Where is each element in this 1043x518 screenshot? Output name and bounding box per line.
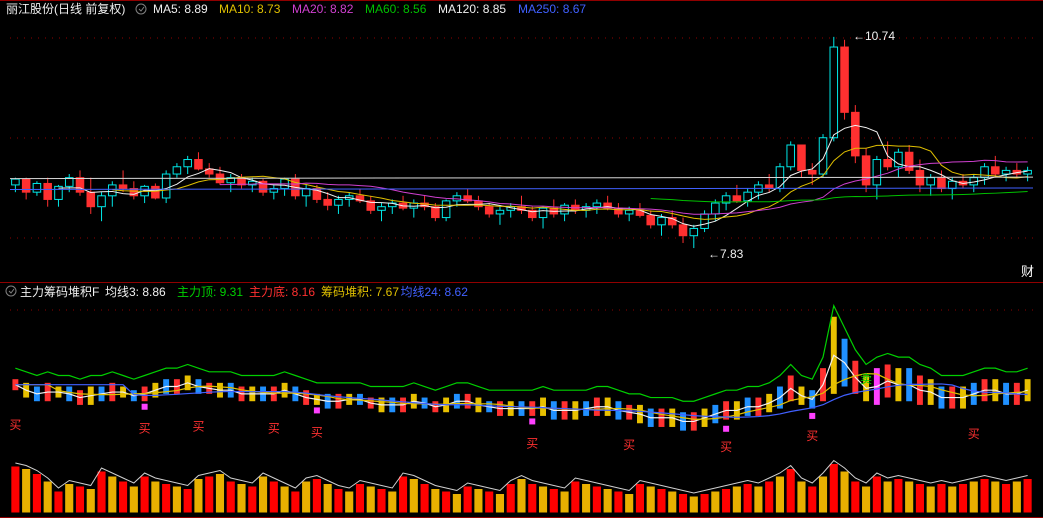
svg-text:MA5: 8.89: MA5: 8.89	[153, 2, 208, 16]
svg-text:买: 买	[526, 436, 538, 450]
svg-text:MA120: 8.85: MA120: 8.85	[438, 2, 506, 16]
svg-text:←7.83: ←7.83	[708, 247, 744, 261]
svg-text:买: 买	[623, 438, 635, 452]
svg-text:MA10: 8.73: MA10: 8.73	[219, 2, 281, 16]
svg-text:筹码堆积: 7.67: 筹码堆积: 7.67	[321, 285, 399, 299]
svg-text:均线3: 8.86: 均线3: 8.86	[105, 285, 166, 299]
svg-text:买: 买	[9, 418, 21, 432]
svg-text:买: 买	[192, 420, 204, 434]
svg-text:卖: 卖	[860, 372, 872, 386]
svg-text:←10.74: ←10.74	[853, 29, 895, 43]
svg-text:MA250: 8.67: MA250: 8.67	[518, 2, 586, 16]
svg-text:买: 买	[311, 425, 323, 439]
svg-text:买: 买	[806, 429, 818, 443]
svg-text:买: 买	[268, 422, 280, 436]
svg-text:主力底: 8.16: 主力底: 8.16	[249, 284, 315, 299]
svg-text:买: 买	[720, 440, 732, 454]
svg-text:主力顶: 9.31: 主力顶: 9.31	[177, 285, 243, 299]
svg-text:MA60: 8.56: MA60: 8.56	[365, 2, 427, 16]
svg-text:均线24: 8.62: 均线24: 8.62	[401, 285, 469, 299]
svg-text:财: 财	[1021, 264, 1034, 279]
svg-text:MA20: 8.82: MA20: 8.82	[292, 2, 354, 16]
svg-text:丽江股份(日线 前复权): 丽江股份(日线 前复权)	[6, 1, 125, 16]
svg-text:买: 买	[968, 427, 980, 441]
svg-text:主力筹码堆积F: 主力筹码堆积F	[20, 285, 99, 299]
stock-chart[interactable]: 丽江股份(日线 前复权) MA5: 8.89 MA10: 8.73 MA20: 8.8…	[0, 0, 1043, 518]
svg-text:买: 买	[139, 422, 151, 436]
